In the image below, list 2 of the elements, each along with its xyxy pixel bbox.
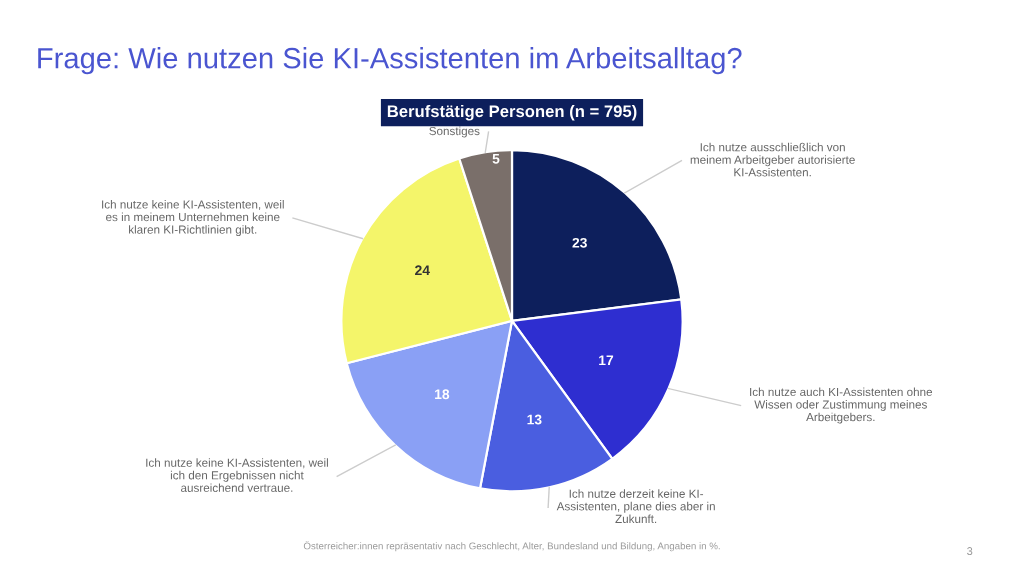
chart-subtitle: Berufstätige Personen (n = 795) <box>387 104 637 121</box>
chart-title: Frage: Wie nutzen Sie KI-Assistenten im Arbeitsalltag? <box>38 47 742 75</box>
